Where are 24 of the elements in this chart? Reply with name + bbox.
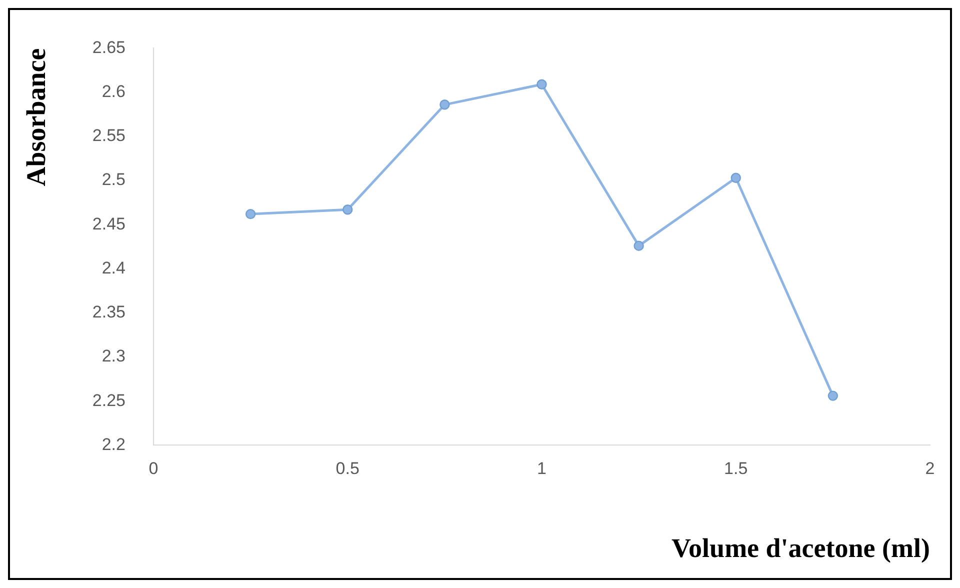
y-tick-label: 2.5	[102, 170, 126, 190]
y-tick-label: 2.6	[102, 82, 126, 101]
x-tick-label: 0.5	[336, 459, 360, 478]
point	[536, 79, 547, 90]
y-tick-label: 2.55	[92, 126, 126, 146]
point	[828, 390, 838, 401]
x-tick-label: 1	[537, 459, 546, 478]
x-tick-label: 2	[925, 459, 935, 478]
y-tick-label: 2.4	[102, 258, 126, 278]
y-tick-label: 2.3	[102, 346, 126, 366]
y-tick-label: 2.35	[92, 302, 126, 322]
point	[634, 240, 644, 251]
point	[730, 172, 741, 183]
x-tick-label: 1.5	[724, 459, 748, 478]
point	[245, 208, 256, 220]
point	[342, 204, 353, 215]
y-tick-label: 2.2	[102, 434, 126, 454]
y-tick-label: 2.25	[92, 390, 126, 410]
y-tick-label: 2.45	[92, 214, 126, 234]
point	[440, 100, 450, 110]
x-axis-title: Volume d'acetone (ml)	[672, 532, 930, 563]
y-tick-label: 2.65	[92, 38, 126, 57]
y-axis-title: Absorbance	[21, 48, 52, 186]
x-tick-label: 0	[148, 459, 158, 478]
